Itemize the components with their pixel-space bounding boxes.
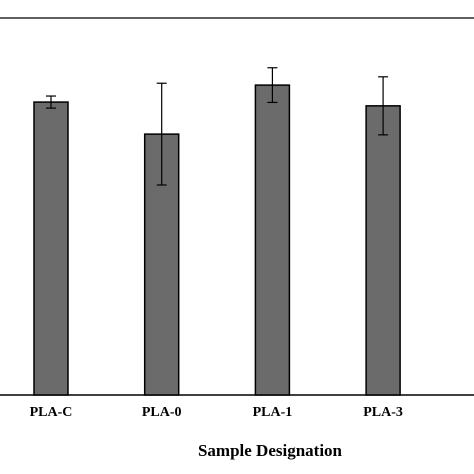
- x-axis-title: Sample Designation: [198, 441, 343, 460]
- x-tick-label: PLA-C: [30, 405, 73, 420]
- error-bar: [267, 67, 278, 104]
- error-bar: [46, 95, 56, 109]
- x-tick-label: PLA-1: [253, 405, 293, 420]
- bar: [365, 105, 401, 396]
- x-tick-label: PLA-3: [363, 405, 403, 420]
- bar: [33, 101, 69, 396]
- error-bar: [378, 76, 389, 136]
- bar: [254, 84, 291, 396]
- x-tick-label: PLA-0: [142, 405, 182, 420]
- error-bar: [156, 82, 167, 186]
